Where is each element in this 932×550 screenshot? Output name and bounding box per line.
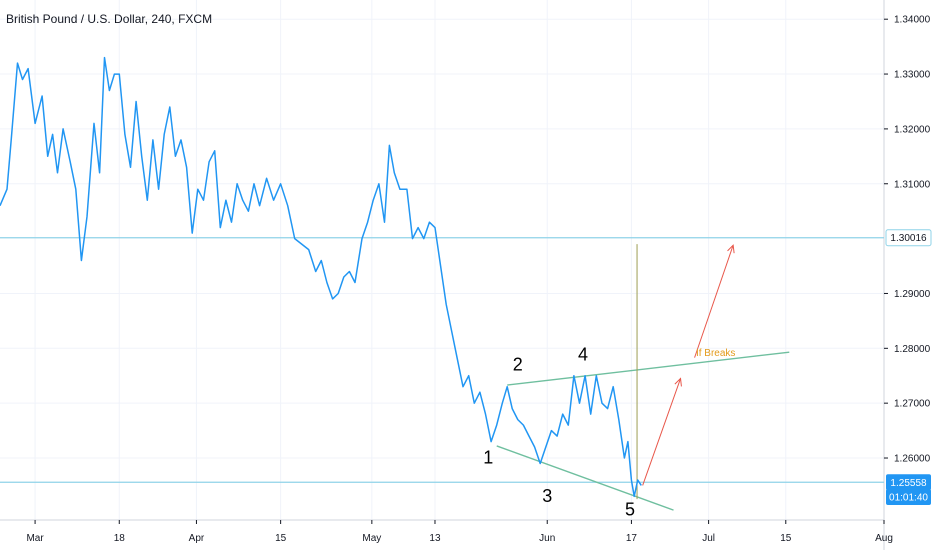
trendlines[interactable] [496, 244, 790, 511]
y-tick-label: 1.26000 [894, 454, 931, 465]
price-badge [886, 474, 931, 491]
wave-label: 1 [483, 448, 493, 468]
x-tick-label: Aug [875, 533, 893, 544]
wave-label: 3 [542, 486, 552, 506]
grid [0, 0, 885, 520]
x-tick-label: 15 [275, 533, 287, 544]
projection-arrow-head [674, 377, 682, 387]
price-badge [885, 229, 932, 247]
projection-arrow-head [727, 244, 735, 254]
x-tick-label: Jun [539, 533, 555, 544]
time-axis[interactable]: Mar 18 Apr 15 May 13 Jun 17 Jul 15 Aug [26, 520, 893, 544]
y-tick-label: 1.31000 [894, 179, 931, 190]
x-tick-label: Jul [702, 533, 715, 544]
price-badges: 1.30016 1.25558 01:01:40 [885, 229, 932, 505]
x-tick-label: May [362, 533, 381, 544]
x-tick-label: 13 [429, 533, 441, 544]
chart-title: British Pound / U.S. Dollar, 240, FXCM [6, 12, 212, 26]
x-tick-label: 17 [626, 533, 638, 544]
price-axis[interactable]: 1.34000 1.33000 1.32000 1.31000 1.29000 1.280… [884, 15, 931, 465]
x-tick-label: 15 [780, 533, 792, 544]
projection-arrow-line [642, 378, 682, 486]
y-tick-label: 1.33000 [894, 70, 931, 81]
wave-labels: 1 2 3 4 5 If Breaks [483, 344, 735, 519]
y-tick-label: 1.27000 [894, 399, 931, 410]
horizontal-levels[interactable] [0, 237, 884, 483]
price-badge [886, 488, 931, 505]
projection-arrows[interactable] [642, 244, 735, 486]
price-badge-label: 01:01:40 [889, 492, 928, 503]
price-badge-label: 1.25558 [890, 478, 927, 489]
price-line [0, 56, 642, 498]
x-tick-label: Mar [26, 533, 44, 544]
x-tick-label: Apr [189, 533, 205, 544]
projection-arrow-line [694, 245, 734, 358]
lower-trendline [496, 445, 674, 511]
x-tick-label: 18 [114, 533, 126, 544]
wave-label: 2 [513, 354, 523, 374]
price-badge-label: 1.30016 [890, 233, 927, 244]
wave-label: 4 [578, 344, 588, 364]
wave-label: 5 [625, 500, 635, 520]
y-tick-label: 1.28000 [894, 344, 931, 355]
y-tick-label: 1.34000 [894, 15, 931, 26]
upper-trendline [507, 351, 790, 386]
y-tick-label: 1.29000 [894, 289, 931, 300]
y-tick-label: 1.32000 [894, 124, 931, 135]
price-series [0, 56, 642, 498]
if-breaks-annotation: If Breaks [696, 348, 735, 359]
